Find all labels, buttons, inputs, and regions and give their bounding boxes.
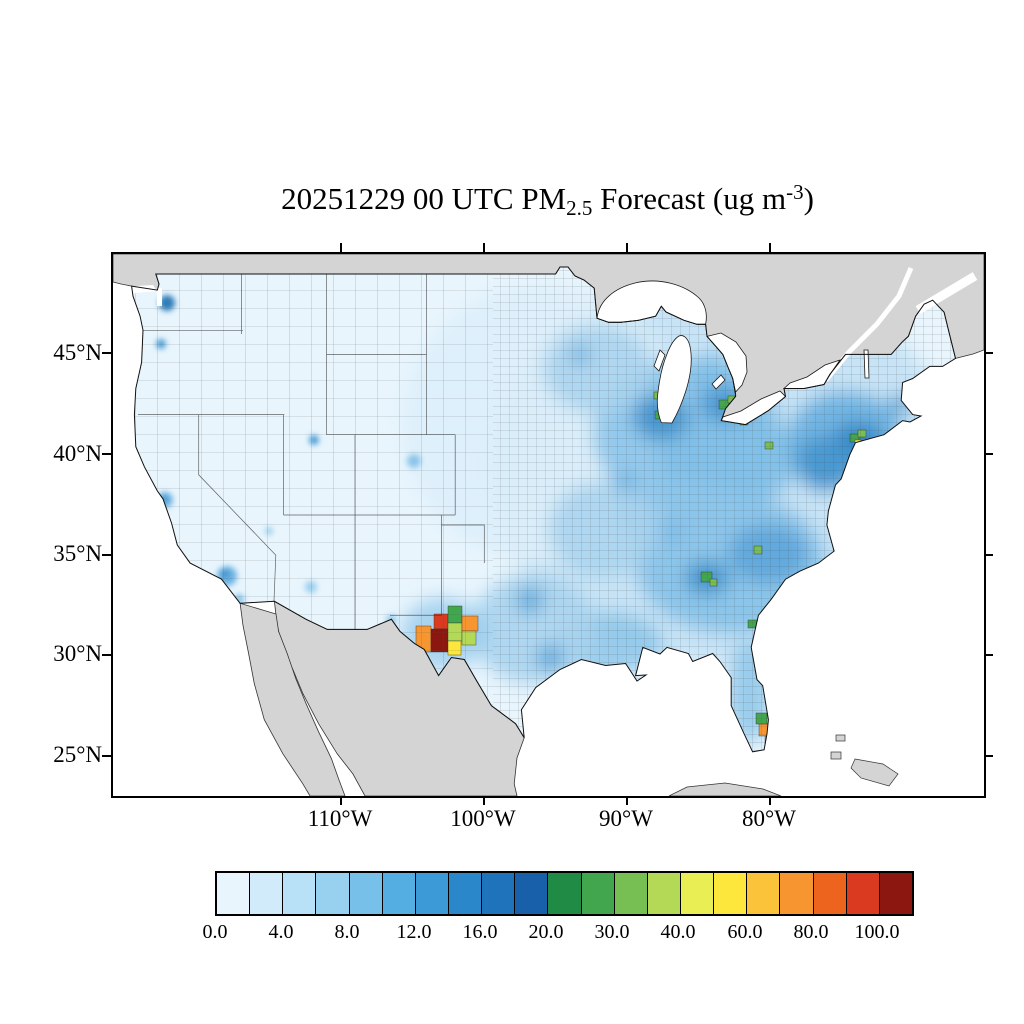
- colorbar-label: 16.0: [462, 921, 498, 943]
- lake-michigan: [656, 335, 692, 424]
- tick-mark: [769, 796, 771, 805]
- lon-label-110w: 110°W: [307, 806, 373, 831]
- colorbar-cell: [515, 873, 549, 914]
- title-prefix: 20251229 00 UTC PM: [281, 181, 567, 216]
- tick-mark: [626, 796, 628, 805]
- colorbar-cell: [846, 873, 880, 914]
- title-subscript: 2.5: [566, 196, 593, 220]
- colorbar-label: 40.0: [660, 921, 696, 943]
- colorbar-cell: [349, 873, 383, 914]
- lat-label-30n: 30°N: [53, 641, 102, 666]
- colorbar-cell: [316, 873, 350, 914]
- tick-mark: [102, 352, 111, 354]
- tick-mark: [984, 755, 993, 757]
- colorbar-cell: [382, 873, 416, 914]
- grand-bahama-island: [835, 734, 846, 742]
- tick-mark: [984, 654, 993, 656]
- tick-mark: [340, 243, 342, 252]
- puget-sound: [157, 288, 162, 306]
- green-bay: [653, 349, 666, 372]
- tick-mark: [984, 352, 993, 354]
- state-boundaries: [138, 274, 485, 630]
- colorbar-cell: [614, 873, 648, 914]
- tick-mark: [984, 453, 993, 455]
- lake-champlain: [863, 349, 870, 379]
- tick-mark: [340, 796, 342, 805]
- colorbar: [215, 871, 914, 916]
- title-suffix: ): [803, 181, 814, 216]
- tick-mark: [984, 554, 993, 556]
- caribbean-islands: [668, 734, 899, 796]
- colorbar-cell: [879, 873, 912, 914]
- title-superscript: -3: [786, 180, 804, 204]
- tick-mark: [102, 755, 111, 757]
- colorbar-label: 0.0: [202, 921, 228, 943]
- colorbar-cell: [415, 873, 449, 914]
- us-coastline: [131, 266, 957, 753]
- colorbar-cell: [250, 873, 284, 914]
- bahamas-landmass: [850, 758, 899, 787]
- colorbar-label: 30.0: [594, 921, 630, 943]
- bay-of-fundy: [915, 272, 978, 314]
- lat-label-25n: 25°N: [53, 742, 102, 767]
- st-lawrence-river: [824, 267, 914, 382]
- colorbar-label: 20.0: [528, 921, 564, 943]
- tick-mark: [102, 554, 111, 556]
- colorbar-label: 80.0: [793, 921, 829, 943]
- colorbar-cell: [780, 873, 814, 914]
- lat-label-35n: 35°N: [53, 541, 102, 566]
- title-mid: Forecast (ug m: [592, 181, 787, 216]
- colorbar-cell: [714, 873, 748, 914]
- lat-label-40n: 40°N: [53, 441, 102, 466]
- tick-mark: [626, 243, 628, 252]
- tick-mark: [769, 243, 771, 252]
- lon-label-80w: 80°W: [742, 806, 796, 831]
- colorbar-cell: [482, 873, 516, 914]
- us-pm25-map: [113, 254, 984, 796]
- tick-mark: [483, 243, 485, 252]
- bahamas-island-small: [830, 751, 842, 760]
- colorbar-cell: [217, 873, 251, 914]
- lat-label-45n: 45°N: [53, 340, 102, 365]
- strait-juan-de-fuca: [121, 285, 157, 294]
- tick-mark: [483, 796, 485, 805]
- baja-peninsula: [239, 602, 346, 796]
- colorbar-label: 4.0: [268, 921, 294, 943]
- colorbar-label: 100.0: [854, 921, 900, 943]
- lon-label-100w: 100°W: [450, 806, 516, 831]
- colorbar-cell: [548, 873, 582, 914]
- colorbar-cell: [813, 873, 847, 914]
- colorbar-cell: [581, 873, 615, 914]
- colorbar-cell: [680, 873, 715, 914]
- lon-label-90w: 90°W: [599, 806, 653, 831]
- cuba-landmass: [668, 782, 782, 796]
- colorbar-label: 8.0: [334, 921, 360, 943]
- saginaw-bay: [711, 374, 726, 390]
- tick-mark: [102, 453, 111, 455]
- colorbar-cell: [283, 873, 317, 914]
- map-plot-area: [111, 252, 986, 798]
- plot-title: 20251229 00 UTC PM2.5 Forecast (ug m-3): [112, 180, 983, 221]
- colorbar-cell: [448, 873, 483, 914]
- colorbar-cell: [647, 873, 681, 914]
- colorbar-cell: [747, 873, 781, 914]
- colorbar-label: 60.0: [727, 921, 763, 943]
- colorbar-label: 12.0: [396, 921, 432, 943]
- tick-mark: [102, 654, 111, 656]
